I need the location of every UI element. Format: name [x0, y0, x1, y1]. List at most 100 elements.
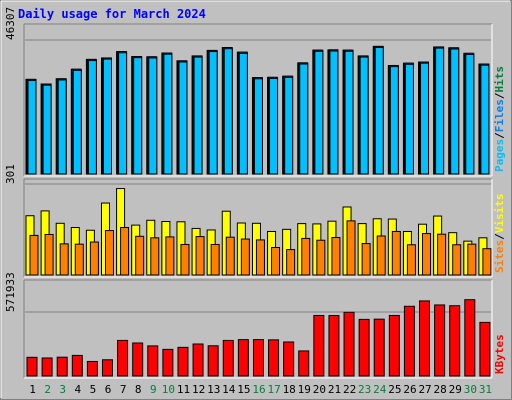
pages-bar	[253, 78, 263, 175]
sites-bar	[240, 238, 250, 276]
x-tick-label: 15	[237, 383, 250, 396]
kbytes-bar	[283, 341, 295, 377]
x-tick-label: 10	[162, 383, 175, 396]
pages-bar	[329, 50, 339, 175]
sites-bar	[452, 244, 462, 276]
pages-bar	[223, 48, 233, 175]
sites-bar	[482, 248, 492, 276]
sites-bar	[346, 220, 356, 276]
x-axis-labels: 1 2 3 4 5 6 7 8 9 10 11 12 13 14 15 16 17 18 19 20 21 22 23 24 2…	[29, 383, 492, 396]
pages-bar	[178, 61, 188, 175]
x-tick-label: 3	[59, 383, 66, 396]
pages-bar	[102, 58, 112, 175]
legend-entry: /	[493, 233, 506, 240]
y-max-label: 301	[4, 164, 17, 184]
sites-bar	[467, 243, 477, 276]
legend-entry: Files	[493, 99, 506, 132]
legend-entry: /	[493, 92, 506, 99]
sites-bar	[271, 246, 281, 276]
x-tick-label: 22	[343, 383, 356, 396]
kbytes-bar	[162, 348, 174, 377]
pages-bar	[389, 66, 399, 175]
pages-bar	[374, 47, 384, 175]
kbytes-bar	[26, 356, 38, 377]
x-tick-label: 23	[358, 383, 371, 396]
kbytes-bar	[117, 339, 129, 377]
sites-bar	[195, 236, 205, 276]
panel-legend: Pages/Files/Hits	[493, 66, 506, 172]
kbytes-bar	[479, 321, 491, 377]
sites-bar	[391, 230, 401, 276]
pages-bar	[163, 53, 173, 175]
y-max-label: 571933	[4, 272, 17, 312]
sites-bar	[44, 233, 54, 276]
x-tick-label: 28	[434, 383, 447, 396]
chart-panel	[23, 23, 493, 177]
x-tick-label: 17	[267, 383, 280, 396]
pages-bar	[42, 84, 52, 175]
kbytes-bar	[298, 350, 310, 377]
pages-bar	[404, 63, 414, 175]
x-tick-label: 14	[222, 383, 236, 396]
sites-bar	[180, 243, 190, 276]
sites-bar	[422, 233, 432, 276]
kbytes-bar	[147, 345, 159, 377]
sites-bar	[59, 243, 69, 276]
sites-bar	[361, 243, 371, 276]
x-tick-label: 26	[403, 383, 416, 396]
x-tick-label: 20	[313, 383, 326, 396]
kbytes-bar	[101, 359, 113, 377]
pages-bar	[87, 60, 97, 175]
x-tick-label: 24	[373, 383, 387, 396]
pages-bar	[118, 52, 128, 175]
kbytes-bar	[56, 356, 68, 377]
chart-panel	[23, 279, 493, 379]
chart-title: Daily usage for March 2024	[18, 7, 206, 21]
x-tick-label: 11	[177, 383, 190, 396]
pages-bar	[193, 56, 203, 175]
kbytes-bar	[177, 346, 189, 377]
sites-bar	[286, 249, 296, 276]
x-tick-label: 30	[464, 383, 477, 396]
sites-bar	[210, 243, 220, 276]
kbytes-bar	[192, 343, 204, 377]
kbytes-bar	[71, 354, 83, 377]
sites-bar	[74, 243, 84, 276]
kbytes-bar	[268, 339, 280, 377]
pages-bar	[435, 47, 445, 175]
x-tick-label: 4	[75, 383, 82, 396]
kbytes-bar	[132, 342, 144, 377]
x-tick-label: 13	[207, 383, 220, 396]
kbytes-bar	[328, 315, 340, 377]
kbytes-bar	[207, 345, 219, 377]
pages-bar	[27, 80, 37, 175]
sites-bar	[135, 235, 145, 276]
kbytes-bar	[419, 300, 431, 377]
pages-bar	[480, 64, 490, 175]
pages-bar	[450, 48, 460, 175]
x-tick-label: 9	[150, 383, 157, 396]
kbytes-bar	[41, 357, 53, 377]
kbytes-bar	[358, 318, 370, 377]
panel-legend: Sites/Visits	[493, 194, 506, 274]
pages-bar	[299, 63, 309, 175]
kbytes-bar	[252, 339, 264, 377]
x-tick-label: 6	[105, 383, 112, 396]
kbytes-bar	[434, 304, 446, 377]
x-tick-label: 27	[418, 383, 431, 396]
x-tick-label: 5	[90, 383, 97, 396]
pages-bar	[284, 76, 294, 175]
kbytes-bar	[449, 305, 461, 377]
sites-bar	[120, 227, 130, 276]
pages-bar	[238, 52, 248, 175]
sites-bar	[301, 237, 311, 276]
pages-bar	[420, 62, 430, 175]
x-tick-label: 31	[479, 383, 492, 396]
sites-bar	[225, 236, 235, 276]
legend-entry: Sites	[493, 240, 506, 273]
x-tick-label: 19	[298, 383, 311, 396]
sites-bar	[331, 237, 341, 276]
sites-bar	[376, 235, 386, 276]
pages-bar	[465, 53, 475, 175]
